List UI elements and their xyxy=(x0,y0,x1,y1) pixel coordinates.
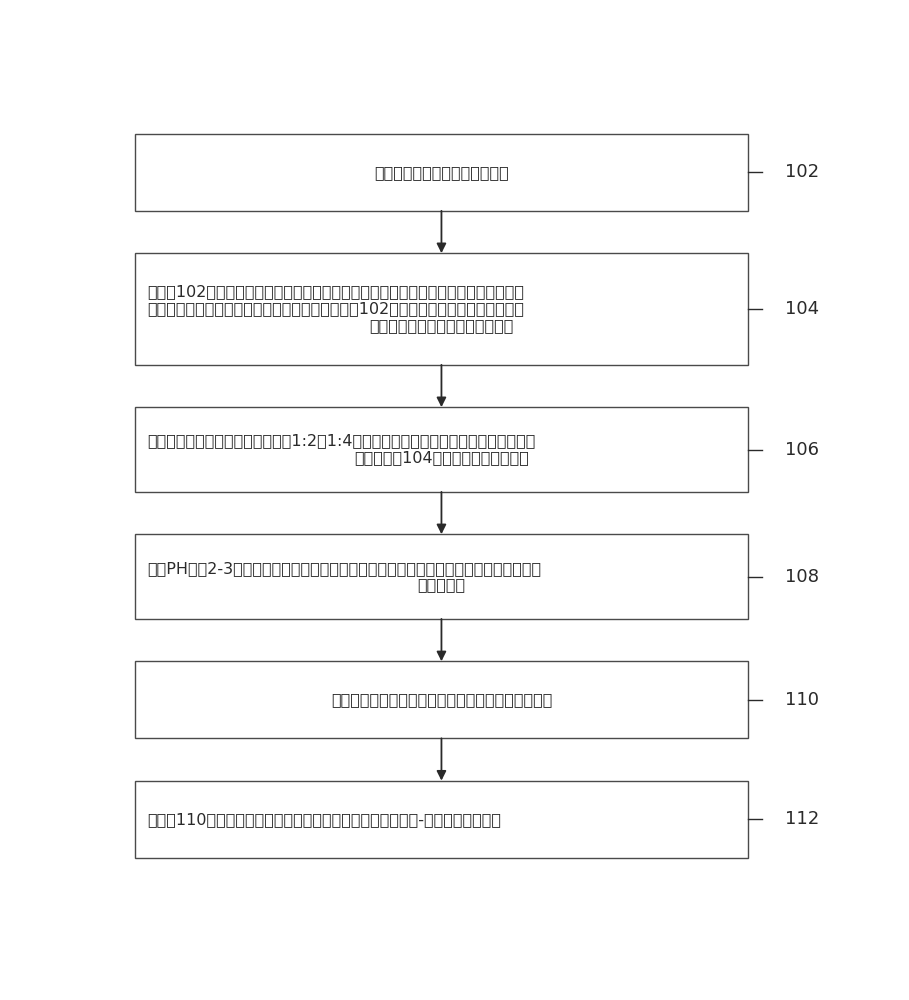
Text: 102: 102 xyxy=(784,163,819,181)
Bar xyxy=(135,661,747,738)
Text: 112: 112 xyxy=(784,810,819,828)
Bar xyxy=(135,407,747,492)
Text: 选择储热介质，混合制得混合物: 选择储热介质，混合制得混合物 xyxy=(375,165,509,180)
Text: 加入PH值为2-3之间的蒸馏水、冰醋酸混合液，发生水解发应，生成凝胶包覆到所述高温: 加入PH值为2-3之间的蒸馏水、冰醋酸混合液，发生水解发应，生成凝胶包覆到所述高… xyxy=(147,561,541,576)
Text: 中加入步骤104所制备的高温熔盐颗粒: 中加入步骤104所制备的高温熔盐颗粒 xyxy=(354,451,529,466)
Bar xyxy=(135,253,747,365)
Text: 将步骤110制得的颗粒与陶瓷颗粒进行复合压制，制备出熔盐-陶瓷相变储热材料: 将步骤110制得的颗粒与陶瓷颗粒进行复合压制，制备出熔盐-陶瓷相变储热材料 xyxy=(147,812,501,827)
Text: 熔盐颗粒上: 熔盐颗粒上 xyxy=(417,578,465,593)
Text: 对包覆过的所述高温熔盐颗粒进行煅烧，冷却后备用: 对包覆过的所述高温熔盐颗粒进行煅烧，冷却后备用 xyxy=(331,692,552,707)
Text: 干，烘干后破碎制备高温熔盐颗粒: 干，烘干后破碎制备高温熔盐颗粒 xyxy=(369,318,514,333)
Text: 定时间后冷却破碎，制备高温熔盐颗粒；或将步骤102制得的混合物溶于水后，进行烘: 定时间后冷却破碎，制备高温熔盐颗粒；或将步骤102制得的混合物溶于水后，进行烘 xyxy=(147,302,524,317)
Bar xyxy=(135,134,747,211)
Text: 按照前驱体钛酸四丁酯与无水乙醇1:2到1:4体积比混合搅拌得到混合液，在所述混合液: 按照前驱体钛酸四丁酯与无水乙醇1:2到1:4体积比混合搅拌得到混合液，在所述混合… xyxy=(147,434,535,449)
Text: 104: 104 xyxy=(784,300,819,318)
Bar xyxy=(135,781,747,858)
Bar xyxy=(135,534,747,619)
Text: 106: 106 xyxy=(784,441,819,459)
Text: 108: 108 xyxy=(784,568,819,586)
Text: 将步骤102制得的混合物升温至混合物熔融温度或以上使混合物变成液态熔盐，保温一: 将步骤102制得的混合物升温至混合物熔融温度或以上使混合物变成液态熔盐，保温一 xyxy=(147,285,524,300)
Text: 110: 110 xyxy=(784,691,819,709)
